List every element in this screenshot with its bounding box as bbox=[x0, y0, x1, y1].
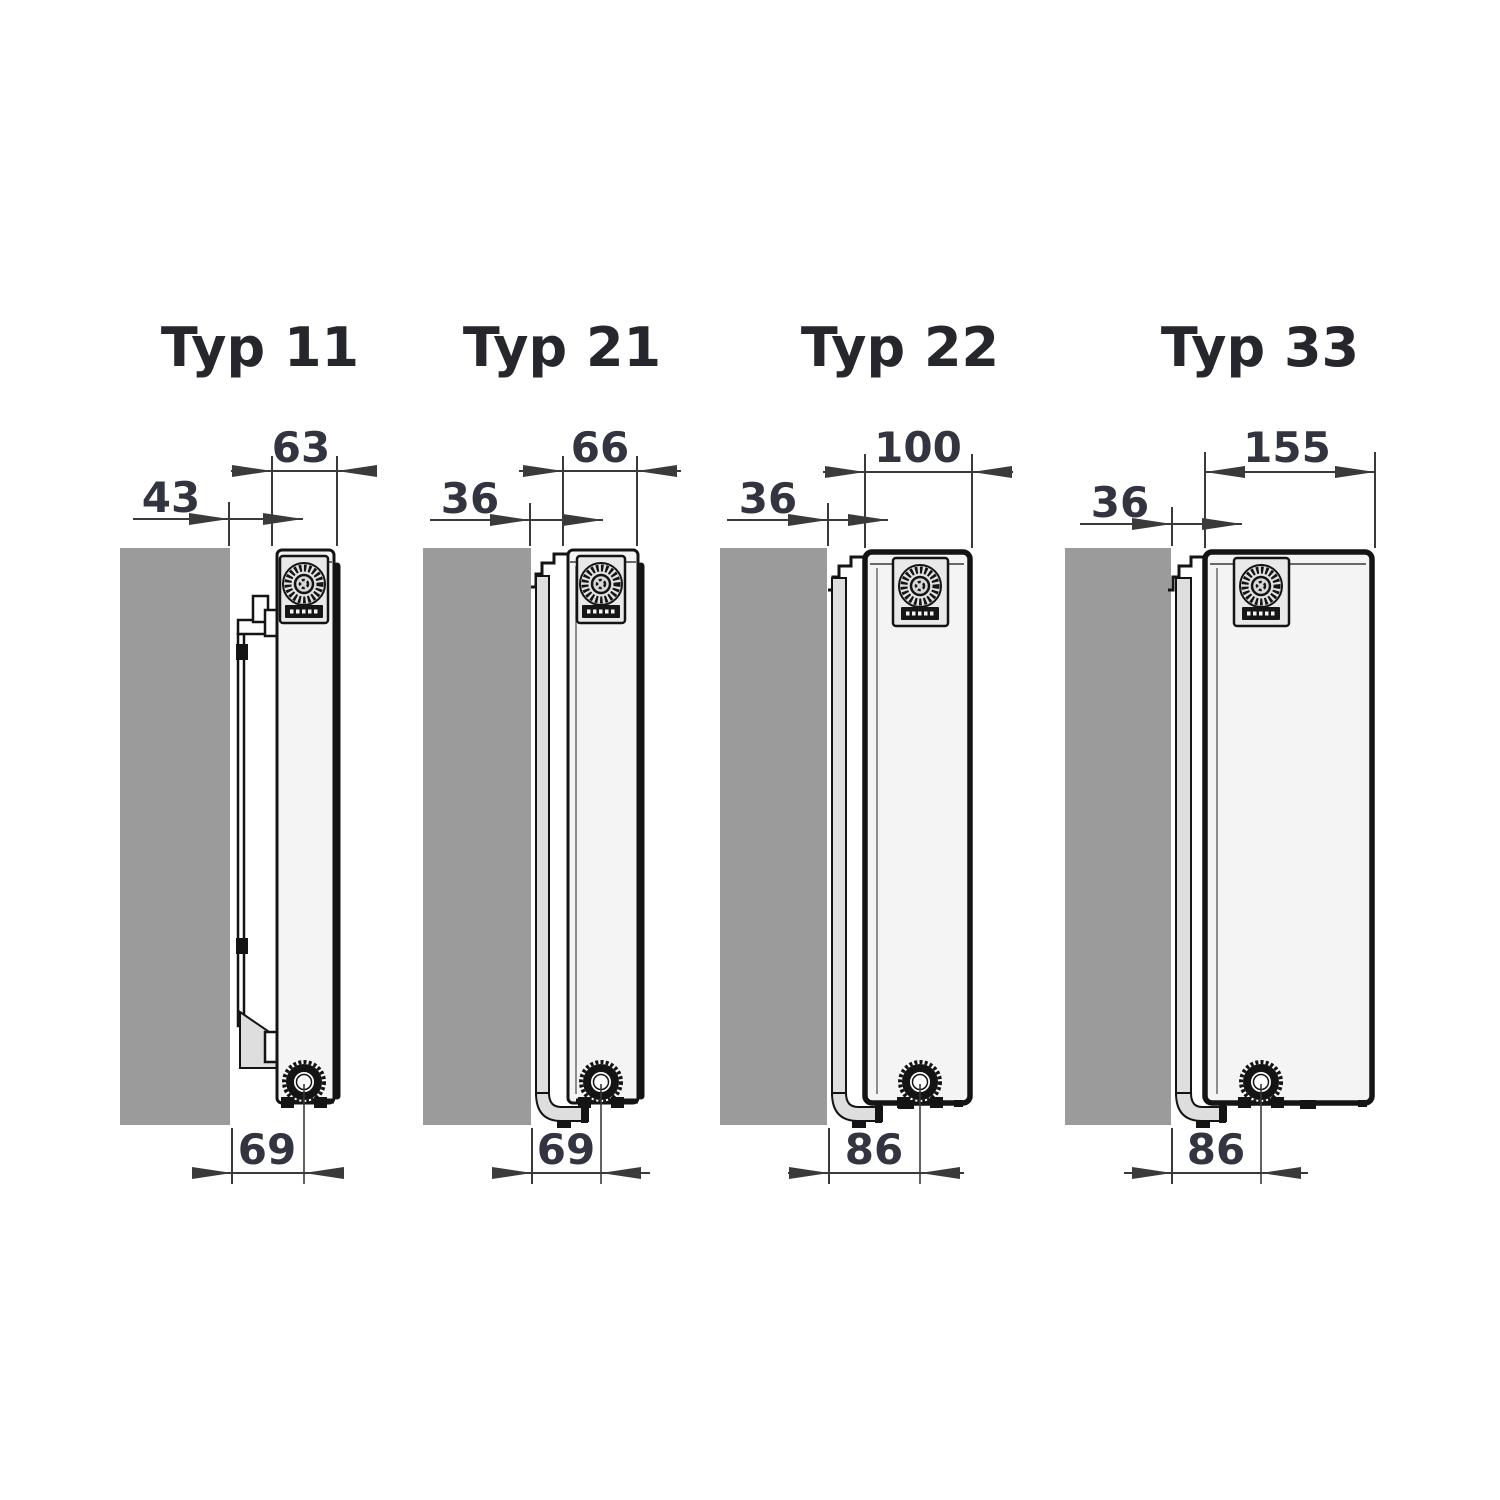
wall bbox=[720, 548, 827, 1125]
dimension-wall-distance-value: 36 bbox=[441, 474, 499, 523]
dimension-wall-distance: 43 bbox=[133, 473, 303, 546]
arrowhead bbox=[601, 1167, 641, 1179]
dimension-depth-value: 66 bbox=[571, 423, 629, 472]
panel-body bbox=[566, 548, 640, 1105]
bottom-foot-mark bbox=[898, 1100, 914, 1109]
dimension-bottom-offset-value: 69 bbox=[537, 1125, 595, 1174]
arrowhead bbox=[523, 465, 563, 477]
panel-body bbox=[1202, 549, 1375, 1106]
arrowhead bbox=[563, 514, 603, 526]
arrowhead bbox=[637, 465, 677, 477]
dimension-depth: 66 bbox=[519, 423, 681, 546]
dimension-depth: 155 bbox=[1204, 423, 1376, 548]
dimension-depth: 63 bbox=[231, 423, 377, 546]
arrowhead bbox=[789, 1167, 829, 1179]
thermostat-valve-icon bbox=[1240, 565, 1282, 607]
arrowhead bbox=[492, 1167, 532, 1179]
radiator-panel bbox=[862, 549, 973, 1109]
dimension-wall-distance: 36 bbox=[727, 474, 888, 546]
thermostat-valve-icon bbox=[283, 563, 325, 605]
convector-and-pipes bbox=[828, 555, 883, 1128]
wall bbox=[1065, 548, 1171, 1125]
dimension-bottom-offset-value: 86 bbox=[845, 1125, 903, 1174]
type-title: Typ 33 bbox=[1161, 316, 1359, 379]
arrowhead bbox=[263, 513, 303, 525]
radiator-panel bbox=[275, 548, 341, 1108]
arrowhead bbox=[848, 514, 888, 526]
bottom-foot-mark bbox=[1300, 1100, 1316, 1109]
arrowhead bbox=[825, 466, 865, 478]
panel-clamp-top bbox=[263, 608, 279, 638]
bracket-nub-bottom bbox=[236, 938, 248, 954]
arrowhead bbox=[1202, 518, 1242, 530]
panel-body bbox=[275, 548, 336, 1105]
type-title: Typ 21 bbox=[463, 316, 661, 379]
dimension-wall-distance-value: 43 bbox=[142, 473, 200, 522]
pipe-union bbox=[875, 1105, 882, 1123]
thermostat-valve-icon bbox=[580, 563, 622, 605]
thermostat-valve-icon bbox=[899, 565, 941, 607]
arrowhead bbox=[1205, 466, 1245, 478]
pipe-foot-mark bbox=[1196, 1121, 1210, 1128]
radiator-panel bbox=[566, 548, 645, 1108]
bottom-foot-mark bbox=[954, 1100, 963, 1107]
arrowhead bbox=[1335, 466, 1375, 478]
pipe-foot-mark bbox=[852, 1121, 866, 1128]
dimension-bottom-offset: 69 bbox=[192, 1084, 344, 1184]
dimension-bottom-offset-value: 86 bbox=[1187, 1125, 1245, 1174]
convector-and-pipes bbox=[1168, 555, 1227, 1128]
type-title: Typ 11 bbox=[161, 316, 359, 379]
brand-label bbox=[899, 605, 941, 622]
convector-plate bbox=[1175, 577, 1192, 1096]
dimension-depth-value: 63 bbox=[272, 423, 330, 472]
brand-label bbox=[580, 603, 622, 620]
arrowhead bbox=[304, 1167, 344, 1179]
convector-plate bbox=[831, 577, 847, 1096]
arrowhead bbox=[920, 1167, 960, 1179]
wall-bracket bbox=[236, 594, 285, 1069]
panel-body bbox=[862, 549, 973, 1106]
arrowhead bbox=[1132, 1167, 1172, 1179]
arrowhead bbox=[1261, 1167, 1301, 1179]
diagram-typ21: Typ 21 66 bbox=[423, 316, 681, 1184]
arrowhead bbox=[337, 465, 377, 477]
diagram-typ33: Typ 33 155 bbox=[1065, 316, 1376, 1184]
arrowhead bbox=[972, 466, 1012, 478]
bracket-rail bbox=[236, 632, 246, 1028]
brand-label bbox=[1240, 605, 1282, 622]
brand-label bbox=[283, 603, 325, 620]
convector-and-pipes bbox=[531, 552, 589, 1128]
convector-plate bbox=[535, 575, 550, 1096]
diagram-typ11: Typ 11 bbox=[120, 316, 377, 1184]
dimension-bottom-offset: 86 bbox=[1124, 1084, 1308, 1184]
wall bbox=[120, 548, 230, 1125]
dimension-depth-value: 100 bbox=[874, 423, 962, 472]
dimension-wall-distance: 36 bbox=[430, 474, 603, 546]
dimension-depth: 100 bbox=[823, 423, 1013, 548]
dimension-wall-distance-value: 36 bbox=[1091, 478, 1149, 527]
dimension-bottom-offset-value: 69 bbox=[238, 1125, 296, 1174]
wall-bracket-steps bbox=[1168, 555, 1205, 592]
type-title: Typ 22 bbox=[801, 316, 999, 379]
dimension-bottom-offset: 86 bbox=[788, 1084, 964, 1184]
bottom-foot-mark bbox=[1358, 1100, 1367, 1107]
arrowhead bbox=[232, 465, 272, 477]
dimension-wall-distance: 36 bbox=[1080, 478, 1242, 546]
dimension-bottom-offset: 69 bbox=[492, 1084, 650, 1184]
radiator-panel bbox=[1202, 549, 1375, 1109]
wall bbox=[423, 548, 531, 1125]
bracket-nub-top bbox=[236, 644, 248, 660]
diagram-typ22: Typ 22 100 bbox=[720, 316, 1013, 1184]
dimension-depth-value: 155 bbox=[1243, 423, 1331, 472]
panel-clamp-bottom bbox=[263, 1030, 279, 1064]
arrowhead bbox=[192, 1167, 232, 1179]
pipe-union bbox=[1219, 1105, 1226, 1123]
pipe-foot-mark bbox=[557, 1121, 571, 1128]
dimension-wall-distance-value: 36 bbox=[739, 474, 797, 523]
pipe-union bbox=[581, 1105, 588, 1123]
